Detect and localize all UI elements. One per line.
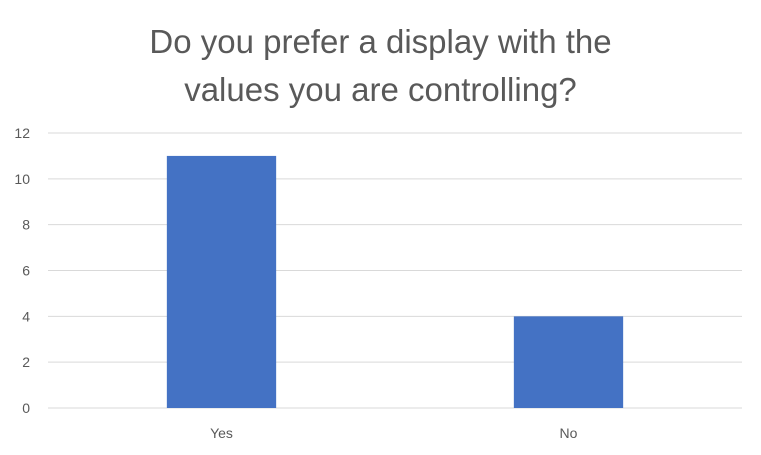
y-tick-label: 10 — [14, 171, 30, 187]
y-tick-label: 8 — [22, 217, 30, 233]
y-axis-tick-labels: 0 2 4 6 8 10 12 — [14, 125, 30, 416]
bar-yes — [166, 155, 277, 408]
y-tick-label: 4 — [22, 308, 30, 324]
y-tick-label: 12 — [14, 125, 30, 141]
y-tick-label: 6 — [22, 263, 30, 279]
x-category-label-no: No — [560, 425, 578, 441]
gridlines — [48, 132, 742, 409]
bar-no — [513, 316, 624, 408]
chart-title-line-2: values you are controlling? — [184, 71, 577, 108]
x-axis-category-labels: Yes No — [210, 425, 578, 441]
chart-title: Do you prefer a display with the values … — [0, 18, 761, 114]
y-tick-label: 0 — [22, 400, 30, 416]
y-tick-label: 2 — [22, 354, 30, 370]
chart-title-line-1: Do you prefer a display with the — [149, 23, 612, 60]
bars — [166, 155, 624, 408]
x-category-label-yes: Yes — [210, 425, 233, 441]
